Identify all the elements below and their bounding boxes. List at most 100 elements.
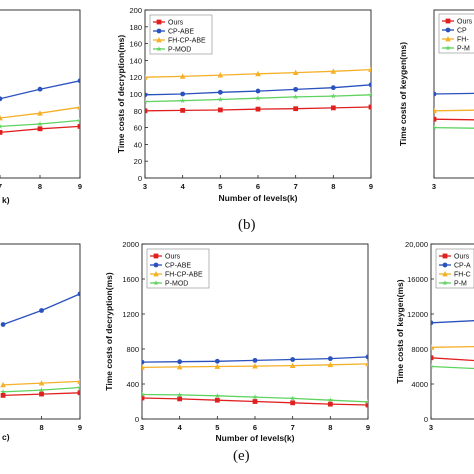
y-tick-label: 120: [129, 73, 142, 82]
y-tick-label: 2000: [122, 240, 139, 249]
data-point-CP-ABE: [252, 357, 258, 363]
legend-entry: Ours: [457, 19, 473, 26]
data-point-CP-ABE: [217, 89, 223, 95]
data-point-CP-ABE: [39, 308, 44, 313]
legend-entry: Ours: [168, 20, 184, 27]
data-point-Ours: [0, 130, 3, 135]
x-axis-label: Number of levels(k): [216, 433, 295, 443]
legend-entry: CP-ABE: [168, 29, 194, 36]
chart-top-left-partial: 7 8 9 k): [0, 9, 82, 205]
data-point-P-MOD: [38, 387, 45, 393]
series-group: [431, 320, 474, 370]
data-point-P-MOD: [179, 97, 186, 104]
series-group: [434, 91, 474, 131]
data-point-Ours: [327, 401, 333, 407]
data-point-CP-ABE: [434, 91, 437, 97]
data-point-CP-ABE: [177, 359, 183, 365]
series-line-P-MOD: [431, 365, 474, 370]
data-point-CP-ABE: [0, 322, 6, 327]
data-point-CP-ABE: [290, 357, 296, 362]
data-point-CP-ABE: [368, 82, 371, 88]
x-tick-label: 9: [366, 423, 370, 432]
legend-marker: [153, 253, 159, 259]
legend-entry: FH-CP-ABE: [168, 38, 206, 45]
plot-frame: [430, 243, 474, 420]
series-line-P-MOD: [434, 126, 474, 129]
data-point-P-MOD: [365, 398, 368, 405]
data-point-FH-CP-ABE: [292, 69, 299, 75]
y-tick-label: 8000: [411, 345, 428, 354]
legend-marker: [156, 37, 162, 43]
data-point-CP-ABE: [77, 78, 80, 84]
data-point-FH-CP-ABE: [365, 360, 368, 367]
legend-marker: [153, 280, 159, 286]
data-point-P-MOD: [368, 91, 371, 98]
series-group: [142, 354, 368, 408]
legend: Ours CP FH- P-M: [438, 13, 474, 54]
data-point-CP-ABE: [145, 92, 148, 98]
legend-entry: FH-: [457, 37, 469, 44]
x-tick-label: 6: [256, 182, 260, 191]
legend-entry: CP: [457, 28, 467, 35]
y-tick-label: 160: [129, 40, 142, 49]
legend: Ours CP-A FH-C P-M: [435, 248, 474, 289]
x-tick-label: 8: [328, 423, 332, 432]
data-point-CP-ABE: [431, 320, 434, 326]
data-point-Ours: [37, 126, 43, 132]
x-tick-label: 5: [215, 423, 219, 432]
data-point-Ours: [0, 392, 6, 398]
x-tick-label: 8: [39, 423, 43, 432]
data-point-P-MOD: [330, 93, 337, 99]
series-line-CP-ABE: [431, 320, 474, 324]
data-point-Ours: [365, 402, 368, 408]
data-point-Ours: [77, 124, 80, 129]
data-point-Ours: [431, 355, 434, 361]
data-point-Ours: [434, 116, 437, 122]
y-tick-label: 1200: [122, 310, 139, 319]
data-point-FH-CP-ABE: [217, 72, 224, 78]
legend-marker: [442, 262, 448, 268]
legend-entry: CP-ABE: [165, 263, 191, 270]
y-tick-label: 16000: [407, 275, 428, 284]
legend-entry: P-M: [457, 46, 470, 53]
data-point-FH-CP-ABE: [327, 361, 334, 368]
data-point-P-MOD: [37, 121, 43, 127]
y-tick-label: 1600: [122, 275, 139, 284]
data-point-Ours: [293, 106, 299, 112]
x-tick-label: 3: [140, 423, 144, 432]
data-point-CP-ABE: [293, 86, 299, 92]
data-point-P-MOD: [434, 124, 437, 131]
y-axis-label: Time costs of keygen(ms): [398, 42, 408, 146]
data-point-Ours: [145, 108, 148, 114]
legend-marker: [445, 45, 451, 51]
x-tick-label: 6: [253, 423, 257, 432]
legend-entry: FH-CP-ABE: [165, 272, 203, 279]
y-tick-label: 200: [129, 6, 142, 15]
data-point-FH-CP-ABE: [252, 363, 258, 369]
data-point-P-MOD: [142, 391, 145, 397]
data-point-Ours: [368, 104, 371, 110]
plot-frame: [0, 9, 81, 179]
data-point-P-MOD: [217, 96, 224, 102]
data-point-FH-CP-ABE: [289, 362, 296, 369]
legend: Ours CP-ABE FH-CP-ABE P-MOD: [146, 248, 210, 289]
data-point-Ours: [255, 106, 261, 112]
data-point-P-MOD: [289, 395, 296, 401]
data-point-Ours: [217, 107, 223, 113]
y-tick-label: 60: [134, 124, 142, 133]
legend-entry: P-M: [454, 281, 467, 288]
y-axis-label: Time costs of keygen(ms): [395, 279, 405, 383]
x-tick-label: 8: [38, 182, 42, 191]
data-point-P-MOD: [327, 397, 334, 403]
data-point-FH-CP-ABE: [77, 378, 80, 384]
legend-marker: [442, 280, 448, 286]
x-tick-label: 7: [0, 182, 2, 191]
data-point-FH-CP-ABE: [214, 363, 221, 369]
series-group: [0, 291, 80, 398]
data-point-P-MOD: [0, 388, 6, 395]
legend-marker: [156, 28, 162, 34]
y-tick-label: 100: [129, 90, 142, 99]
x-tick-label: 7: [291, 423, 295, 432]
y-tick-label: 80: [134, 107, 142, 116]
